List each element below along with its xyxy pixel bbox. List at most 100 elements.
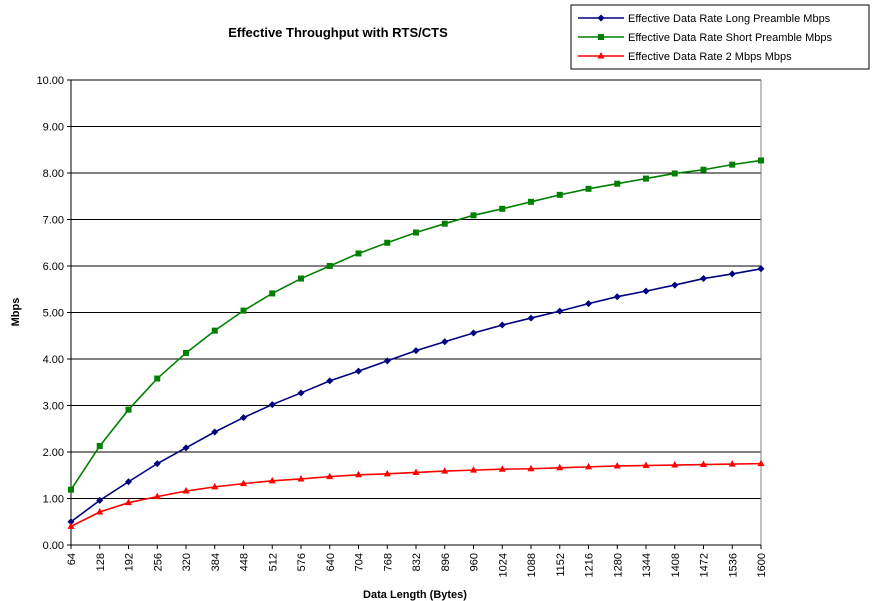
series-2-point-21 [671, 461, 679, 468]
x-tick-label-10: 704 [354, 553, 366, 571]
series-2-point-19 [613, 461, 621, 469]
series-lines [67, 157, 765, 529]
x-tick-label-0: 64 [66, 553, 78, 565]
x-tick-label-5: 384 [210, 553, 222, 571]
x-tick-label-7: 512 [267, 553, 279, 571]
y-tick-labels: 0.00 1.00 2.00 3.00 4.00 5.00 6.00 7.00 8.00 9.00… [36, 75, 64, 552]
x-tick-label-8: 576 [296, 553, 308, 571]
series-1-point-10 [355, 250, 362, 257]
series-0-point-8 [297, 389, 305, 397]
series-0-point-19 [613, 293, 621, 301]
series-2-point-22 [700, 460, 707, 468]
series-0-point-9 [326, 377, 334, 385]
legend-entry-2: Effective Data Rate 2 Mbps Mbps [628, 51, 792, 63]
series-0-point-23 [728, 270, 736, 278]
series-0-point-7 [268, 401, 276, 409]
y-tick-label-3: 3.00 [43, 401, 64, 413]
series-1-point-7 [269, 290, 276, 297]
series-1-point-18 [585, 185, 592, 192]
series-1-point-21 [671, 170, 678, 177]
series-0-line [70, 268, 762, 523]
series-2-point-0 [67, 522, 75, 529]
series-0 [67, 265, 765, 526]
series-1-point-19 [614, 180, 621, 187]
series-0-point-0 [67, 518, 75, 526]
series-0-point-11 [383, 357, 391, 365]
series-0-point-16 [527, 314, 535, 322]
x-tick-label-20: 1344 [641, 553, 653, 577]
y-tick-label-7: 7.00 [43, 215, 64, 227]
series-2-point-1 [96, 507, 104, 515]
series-2-point-18 [585, 462, 592, 470]
y-tick-label-9: 9.00 [43, 122, 64, 134]
x-tick-label-21: 1408 [670, 553, 682, 577]
x-tick-label-18: 1216 [584, 553, 596, 577]
series-0-point-1 [96, 496, 104, 504]
series-0-point-20 [642, 287, 650, 295]
x-tick-label-1: 128 [95, 553, 107, 571]
series-0-point-4 [182, 444, 190, 452]
y-axis-title: Mbps [10, 298, 22, 327]
series-2-point-2 [125, 498, 132, 506]
series-2-point-16 [527, 464, 535, 472]
series-0-point-22 [700, 275, 707, 283]
y-tick-label-2: 2.00 [43, 447, 64, 459]
series-1-point-11 [384, 239, 391, 246]
y-tick-label-4: 4.00 [43, 354, 64, 366]
legend-entry-1: Effective Data Rate Short Preamble Mbps [628, 32, 833, 44]
series-2-point-15 [498, 465, 506, 472]
x-tick-labels: 64 128 192 256 320 384 448 512 576 640 704 768 832 89… [66, 553, 768, 577]
series-2-point-17 [556, 463, 564, 471]
axes [67, 79, 762, 549]
series-1-point-24 [758, 157, 764, 164]
series-0-point-2 [125, 478, 132, 486]
series-2-point-24 [757, 459, 765, 467]
x-axis-title: Data Length (Bytes) [363, 589, 467, 601]
series-1-point-14 [470, 212, 477, 219]
series-1-point-5 [211, 327, 218, 334]
x-tick-label-11: 768 [382, 553, 394, 571]
y-tick-label-5: 5.00 [43, 308, 64, 320]
series-1-point-15 [499, 205, 506, 212]
x-tick-label-22: 1472 [699, 553, 711, 577]
legend: Effective Data Rate Long Preamble Mbps Ef… [570, 4, 870, 70]
series-2-point-6 [240, 479, 247, 487]
series-0-point-12 [412, 347, 420, 355]
series-2-point-4 [182, 487, 190, 494]
series-2-point-12 [412, 468, 420, 475]
plot-area: 0.00 1.00 2.00 3.00 4.00 5.00 6.00 7.00 8.00 9.00… [36, 75, 768, 577]
x-tick-label-2: 192 [124, 553, 136, 571]
x-tick-label-16: 1088 [526, 553, 538, 577]
gridlines [71, 79, 761, 499]
series-0-point-18 [585, 300, 592, 308]
x-tick-label-4: 320 [181, 553, 193, 571]
series-1-point-3 [154, 375, 161, 382]
x-tick-label-15: 1024 [497, 553, 509, 577]
series-0-point-5 [211, 428, 219, 436]
x-tick-label-12: 832 [411, 553, 423, 571]
series-1-point-2 [125, 406, 132, 413]
series-1-point-4 [183, 349, 189, 356]
series-1 [68, 157, 764, 493]
x-tick-label-3: 256 [152, 553, 164, 571]
series-1-point-13 [441, 220, 448, 227]
series-0-point-13 [441, 338, 449, 346]
series-0-point-6 [240, 414, 247, 422]
series-1-point-17 [556, 191, 563, 198]
x-tick-label-14: 960 [469, 553, 481, 571]
legend-entry-0: Effective Data Rate Long Preamble Mbps [628, 13, 831, 25]
series-1-point-20 [643, 175, 649, 182]
y-tick-label-10: 10.00 [36, 75, 64, 87]
x-tick-label-23: 1536 [727, 553, 739, 577]
y-tick-label-6: 6.00 [43, 261, 64, 273]
series-0-point-17 [556, 307, 564, 315]
series-2-point-7 [268, 476, 276, 484]
series-1-point-0 [68, 486, 74, 493]
legend-marker-2 [597, 52, 605, 59]
series-2-point-9 [326, 472, 334, 480]
chart-title: Effective Throughput with RTS/CTS [228, 25, 448, 40]
legend-marker-0 [597, 14, 605, 22]
series-0-point-3 [153, 460, 161, 468]
series-1-point-6 [240, 307, 247, 314]
